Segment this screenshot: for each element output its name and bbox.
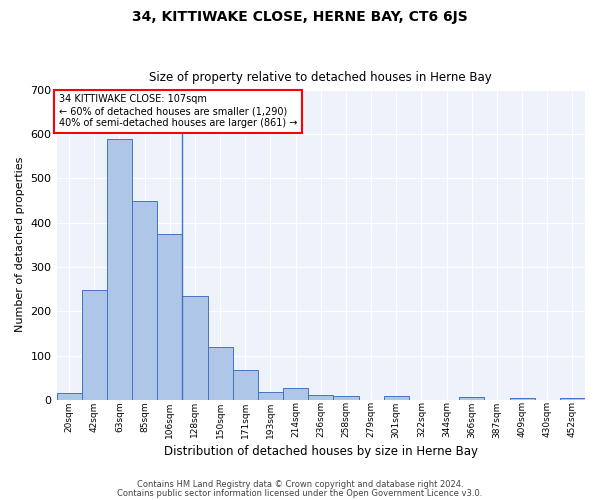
Text: 34, KITTIWAKE CLOSE, HERNE BAY, CT6 6JS: 34, KITTIWAKE CLOSE, HERNE BAY, CT6 6JS bbox=[132, 10, 468, 24]
Bar bbox=[208, 346, 233, 400]
Text: 34 KITTIWAKE CLOSE: 107sqm
← 60% of detached houses are smaller (1,290)
40% of s: 34 KITTIWAKE CLOSE: 107sqm ← 60% of deta… bbox=[59, 94, 298, 128]
Bar bbox=[132, 200, 157, 400]
Bar bbox=[459, 396, 484, 400]
Bar bbox=[560, 398, 585, 400]
Bar bbox=[334, 396, 359, 400]
Bar bbox=[157, 234, 182, 400]
Text: Contains public sector information licensed under the Open Government Licence v3: Contains public sector information licen… bbox=[118, 488, 482, 498]
Bar bbox=[383, 396, 409, 400]
Text: Contains HM Land Registry data © Crown copyright and database right 2024.: Contains HM Land Registry data © Crown c… bbox=[137, 480, 463, 489]
Bar bbox=[56, 393, 82, 400]
Bar bbox=[107, 138, 132, 400]
Title: Size of property relative to detached houses in Herne Bay: Size of property relative to detached ho… bbox=[149, 72, 492, 85]
Bar bbox=[182, 296, 208, 400]
Bar bbox=[308, 395, 334, 400]
Y-axis label: Number of detached properties: Number of detached properties bbox=[15, 157, 25, 332]
Bar bbox=[258, 392, 283, 400]
Bar bbox=[509, 398, 535, 400]
Bar bbox=[283, 388, 308, 400]
Bar bbox=[233, 370, 258, 400]
X-axis label: Distribution of detached houses by size in Herne Bay: Distribution of detached houses by size … bbox=[164, 444, 478, 458]
Bar bbox=[82, 290, 107, 400]
